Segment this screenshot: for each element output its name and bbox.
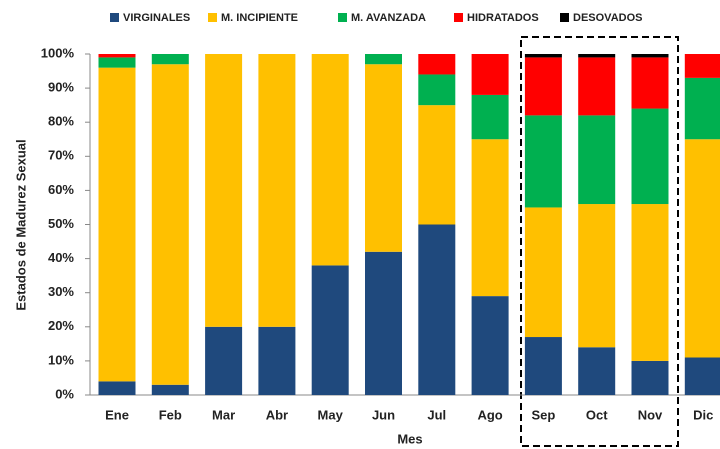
bar-segment bbox=[524, 207, 562, 338]
bar-segment bbox=[98, 381, 136, 395]
legend-swatch bbox=[110, 13, 119, 22]
bar-segment bbox=[524, 54, 562, 58]
highlight-box bbox=[520, 36, 679, 447]
bar-segment bbox=[631, 57, 669, 109]
y-axis-label: Estados de Madurez Sexual bbox=[13, 139, 28, 310]
legend-label: M. AVANZADA bbox=[351, 12, 426, 24]
y-tick-label: 30% bbox=[48, 284, 74, 299]
bar-segment bbox=[205, 326, 243, 395]
x-tick-label: Ago bbox=[477, 407, 502, 422]
bar-segment bbox=[365, 251, 402, 395]
bar-segment bbox=[631, 54, 669, 58]
y-tick-label: 10% bbox=[48, 352, 74, 367]
bar-segment bbox=[418, 224, 456, 395]
bar-segment bbox=[578, 115, 616, 205]
legend-swatch bbox=[560, 13, 569, 22]
bar-segment bbox=[524, 57, 562, 116]
bar-segment bbox=[311, 54, 349, 266]
bar-segment bbox=[151, 64, 189, 385]
legend-label: DESOVADOS bbox=[573, 12, 642, 24]
bar-segment bbox=[684, 139, 720, 358]
x-tick-label: Dic bbox=[693, 407, 713, 422]
bar-segment bbox=[151, 384, 189, 395]
legend-label: HIDRATADOS bbox=[467, 12, 539, 24]
bar-segment bbox=[524, 115, 562, 208]
bar-segment bbox=[578, 204, 616, 348]
x-tick-label: Feb bbox=[159, 407, 182, 422]
bar-segment bbox=[684, 77, 720, 140]
bar-segment bbox=[578, 57, 616, 116]
x-tick-label: Abr bbox=[266, 407, 288, 422]
bar-segment bbox=[365, 54, 402, 65]
bar-segment bbox=[98, 67, 136, 382]
bar-segment bbox=[578, 347, 616, 395]
bar-segment bbox=[205, 54, 243, 327]
x-tick-label: Sep bbox=[531, 407, 555, 422]
bar-segment bbox=[631, 204, 669, 361]
bar-segment bbox=[684, 357, 720, 395]
legend-label: M. INCIPIENTE bbox=[221, 12, 298, 24]
x-tick-label: Mar bbox=[212, 407, 235, 422]
bar-segment bbox=[365, 64, 402, 252]
legend-swatch bbox=[208, 13, 217, 22]
legend-label: VIRGINALES bbox=[123, 12, 190, 24]
x-tick-label: Nov bbox=[638, 407, 663, 422]
y-tick-label: 80% bbox=[48, 114, 74, 129]
bar-segment bbox=[471, 139, 509, 297]
y-tick-label: 40% bbox=[48, 250, 74, 265]
y-tick-label: 90% bbox=[48, 80, 74, 95]
bar-segment bbox=[524, 337, 562, 395]
y-tick-label: 50% bbox=[48, 216, 74, 231]
y-tick-label: 0% bbox=[55, 386, 74, 401]
bar-segment bbox=[98, 57, 136, 68]
x-tick-label: Ene bbox=[105, 407, 129, 422]
bar-segment bbox=[471, 94, 509, 140]
bar-segment bbox=[471, 296, 509, 395]
bar-segment bbox=[631, 108, 669, 205]
y-tick-label: 60% bbox=[48, 182, 74, 197]
x-tick-label: Jul bbox=[427, 407, 446, 422]
x-tick-label: May bbox=[318, 407, 344, 422]
bar-segment bbox=[258, 326, 296, 395]
bar-segment bbox=[684, 54, 720, 78]
x-tick-label: Jun bbox=[372, 407, 395, 422]
bar-segment bbox=[418, 74, 456, 106]
bar-segment bbox=[98, 54, 136, 58]
bar-segment bbox=[418, 54, 456, 75]
bar-segment bbox=[311, 265, 349, 395]
legend-swatch bbox=[454, 13, 463, 22]
legend-swatch bbox=[338, 13, 347, 22]
bar-segment bbox=[418, 105, 456, 225]
x-tick-label: Oct bbox=[586, 407, 608, 422]
bar-segment bbox=[471, 54, 509, 95]
bar-segment bbox=[631, 360, 669, 395]
bar-segment bbox=[258, 54, 296, 327]
y-tick-label: 100% bbox=[41, 45, 75, 60]
bar-segment bbox=[151, 54, 189, 65]
x-axis-label: Mes bbox=[397, 431, 422, 446]
y-tick-label: 70% bbox=[48, 148, 74, 163]
y-tick-label: 20% bbox=[48, 318, 74, 333]
bar-segment bbox=[578, 54, 616, 58]
